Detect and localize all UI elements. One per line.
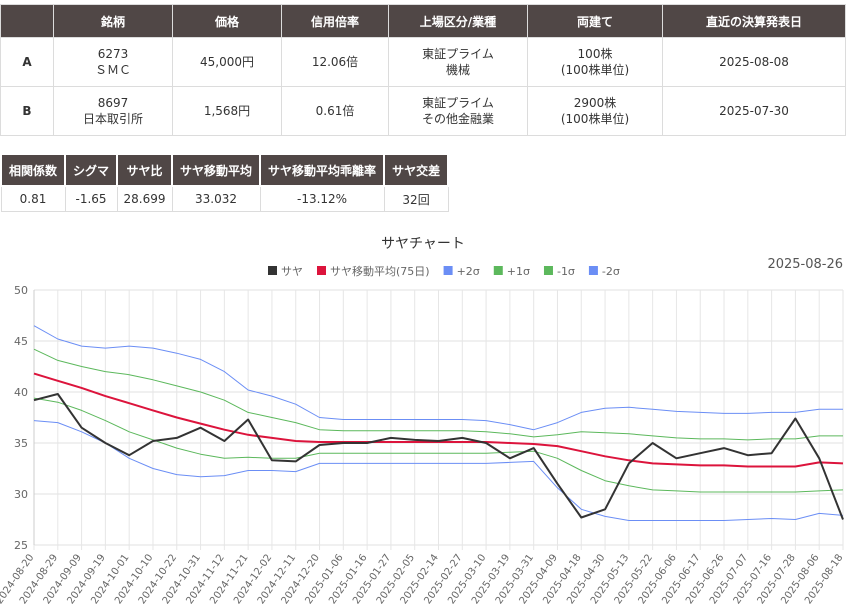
legend-swatch: [317, 266, 326, 275]
y-tick-label: 40: [14, 386, 28, 399]
col-header-blank: [0, 4, 54, 38]
stats-header-crossings: サヤ交差: [383, 153, 450, 187]
position-cell: 2900株 (100株単位): [527, 86, 663, 136]
y-tick-label: 25: [14, 539, 28, 552]
position-cell: 100株 (100株単位): [527, 37, 663, 87]
stats-header-moving-average: サヤ移動平均: [171, 153, 262, 187]
margin-cell: 12.06倍: [281, 37, 389, 87]
legend-swatch: [268, 266, 277, 275]
stats-header-sigma: シグマ: [64, 153, 119, 187]
stats-header-correlation: 相関係数: [0, 153, 67, 187]
sector-name: その他金融業: [421, 112, 494, 126]
stock-cell: 8697 日本取引所: [53, 86, 173, 136]
table-row: A 6273 ＳＭＣ 45,000円 12.06倍 東証プライム 機械 100株 (1…: [0, 37, 846, 87]
stats-header-deviation: サヤ移動平均乖離率: [259, 153, 386, 187]
position-shares: 2900株: [573, 96, 617, 110]
series-line: [33, 348, 843, 441]
price-cell: 45,000円: [172, 37, 282, 87]
position-unit: (100株単位): [560, 63, 630, 77]
stats-value-deviation: -13.12%: [259, 185, 385, 212]
chart-series: [33, 325, 844, 521]
legend-label: -2σ: [602, 265, 620, 278]
market-name: 東証プライム: [422, 47, 494, 61]
stock-name: 日本取引所: [82, 112, 143, 126]
y-tick-label: 45: [14, 335, 28, 348]
stats-header-row: 相関係数 シグマ サヤ比 サヤ移動平均 サヤ移動平均乖離率 サヤ交差: [0, 153, 450, 187]
legend-swatch: [493, 266, 503, 275]
stats-value-row: 0.81 -1.65 28.699 33.032 -13.12% 32回: [0, 185, 449, 212]
spread-chart: サヤチャート 2025-08-26 サヤ サヤ移動平均(75日) +2σ +1σ -1σ…: [0, 228, 851, 606]
earnings-date-cell: 2025-07-30: [662, 86, 846, 136]
y-tick-label: 35: [14, 437, 28, 450]
chart-title: サヤチャート: [381, 236, 465, 252]
stock-code: 8697: [97, 96, 129, 110]
legend-label: +2σ: [457, 265, 480, 278]
position-shares: 100株: [577, 47, 613, 61]
legend-swatch: [543, 266, 553, 275]
stats-value-correlation: 0.81: [0, 185, 66, 212]
chart-x-axis: 2024-08-202024-08-292024-09-092024-09-19…: [0, 552, 845, 606]
stock-code: 6273: [97, 47, 129, 61]
chart-y-axis: 25 30 35 40 45 50: [14, 284, 28, 552]
earnings-date-cell: 2025-08-08: [662, 37, 846, 87]
stats-header-ratio: サヤ比: [116, 153, 174, 187]
col-header-market: 上場区分/業種: [388, 4, 528, 38]
market-cell: 東証プライム その他金融業: [388, 86, 528, 136]
stock-name: ＳＭＣ: [94, 63, 131, 77]
legend-label: サヤ: [281, 265, 303, 278]
sector-name: 機械: [445, 63, 470, 77]
pair-table: 銘柄 価格 信用倍率 上場区分/業種 両建て 直近の決算発表日 A 6273 ＳＭ…: [0, 4, 846, 136]
legend-swatch: [443, 266, 453, 275]
stats-value-moving-average: 33.032: [171, 185, 261, 212]
series-line: [33, 393, 844, 520]
col-header-price: 価格: [172, 4, 282, 38]
market-cell: 東証プライム 機械: [388, 37, 528, 87]
y-tick-label: 30: [14, 488, 28, 501]
position-unit: (100株単位): [560, 112, 630, 126]
col-header-margin-ratio: 信用倍率: [281, 4, 389, 38]
legend-label: -1σ: [557, 265, 575, 278]
series-line: [33, 420, 844, 521]
legend-label: サヤ移動平均(75日): [330, 264, 430, 278]
row-label: B: [0, 86, 54, 136]
table-row: B 8697 日本取引所 1,568円 0.61倍 東証プライム その他金融業 29…: [0, 86, 846, 136]
col-header-position: 両建て: [527, 4, 663, 38]
stats-value-sigma: -1.65: [64, 185, 118, 212]
col-header-stock: 銘柄: [53, 4, 173, 38]
stats-value-crossings: 32回: [383, 185, 449, 212]
market-name: 東証プライム: [422, 96, 494, 110]
legend-label: +1σ: [507, 265, 530, 278]
margin-cell: 0.61倍: [281, 86, 389, 136]
series-line: [33, 325, 843, 431]
legend-swatch: [588, 266, 598, 275]
stock-cell: 6273 ＳＭＣ: [53, 37, 173, 87]
stats-table: 相関係数 シグマ サヤ比 サヤ移動平均 サヤ移動平均乖離率 サヤ交差 0.81 …: [0, 153, 450, 212]
chart-date-label: 2025-08-26: [767, 257, 843, 272]
spread-chart-svg: サヤチャート 2025-08-26 サヤ サヤ移動平均(75日) +2σ +1σ -1σ…: [0, 236, 845, 606]
y-tick-label: 50: [14, 284, 28, 297]
stats-value-ratio: 28.699: [116, 185, 173, 212]
pair-table-header-row: 銘柄 価格 信用倍率 上場区分/業種 両建て 直近の決算発表日: [0, 4, 846, 38]
row-label: A: [0, 37, 54, 87]
series-line: [33, 397, 844, 493]
price-cell: 1,568円: [172, 86, 282, 136]
chart-legend: サヤ サヤ移動平均(75日) +2σ +1σ -1σ -2σ: [268, 264, 620, 278]
col-header-earnings-date: 直近の決算発表日: [662, 4, 846, 38]
